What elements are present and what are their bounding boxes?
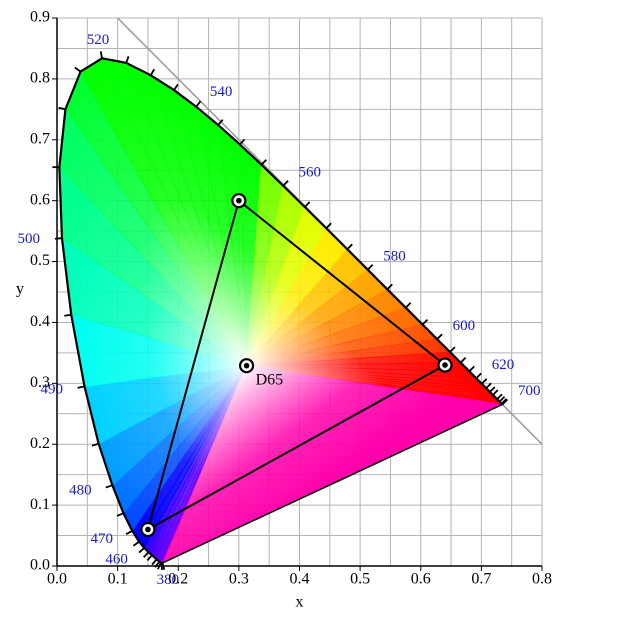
locus-tick xyxy=(421,318,429,326)
y-tick-label: 0.3 xyxy=(30,374,50,391)
locus-tick xyxy=(146,554,153,562)
locus-tick xyxy=(489,386,496,393)
x-tick-label: 0.4 xyxy=(290,571,310,588)
wavelength-label: 480 xyxy=(69,483,92,499)
wavelength-label: 560 xyxy=(299,164,322,180)
y-tick-label: 0.6 xyxy=(30,191,50,208)
locus-tick xyxy=(91,442,99,447)
locus-tick xyxy=(367,264,374,271)
y-axis-label: y xyxy=(16,281,24,298)
locus-tick xyxy=(386,283,393,290)
x-tick-label: 0.1 xyxy=(108,571,128,588)
locus-tick xyxy=(173,83,179,91)
y-tick-label: 0.0 xyxy=(30,557,50,574)
wavelength-label: 540 xyxy=(210,84,233,100)
locus-tick xyxy=(481,378,488,385)
point-marker xyxy=(238,358,255,374)
locus-tick xyxy=(239,138,246,146)
locus-tick xyxy=(132,540,140,547)
marker-dot xyxy=(145,526,151,533)
locus-tick xyxy=(325,222,332,229)
y-tick-label: 0.5 xyxy=(30,252,50,269)
locus-tick xyxy=(58,106,66,111)
x-tick-label: 0.3 xyxy=(229,571,249,588)
locus-tick xyxy=(143,551,150,558)
x-tick-label: 0.0 xyxy=(47,571,67,588)
marker-dot xyxy=(243,362,250,369)
point-marker xyxy=(437,357,453,373)
locus-tick xyxy=(64,313,72,317)
point-marker xyxy=(140,521,156,538)
x-tick-label: 0.6 xyxy=(411,571,431,588)
locus-tick xyxy=(500,398,508,405)
white-point-label: D65 xyxy=(256,371,284,388)
locus-tick xyxy=(151,558,158,566)
wavelength-label: 470 xyxy=(90,531,113,547)
x-tick-label: 0.2 xyxy=(168,571,188,588)
locus-tick xyxy=(74,66,82,73)
x-axis-label: x xyxy=(296,594,304,611)
locus-tick xyxy=(195,100,202,108)
locus-tick xyxy=(150,68,156,76)
locus-tick xyxy=(282,180,289,187)
wavelength-label: 700 xyxy=(518,383,541,399)
locus-tick xyxy=(449,346,456,353)
wavelength-label: 460 xyxy=(105,551,128,567)
locus-tick xyxy=(436,333,443,340)
locus-tick xyxy=(125,530,133,535)
wavelength-label: 380 xyxy=(157,572,180,588)
locus-tick xyxy=(501,398,509,406)
wavelength-label: 620 xyxy=(492,357,515,373)
purple-line xyxy=(162,403,503,564)
locus-tick xyxy=(125,56,130,64)
locus-tick xyxy=(496,393,503,400)
locus-tick xyxy=(54,237,63,240)
gamut-triangle xyxy=(146,198,447,532)
locus-tick xyxy=(99,51,103,59)
locus-tick xyxy=(460,357,467,364)
locus-tick xyxy=(304,201,311,208)
x-tick-label: 0.7 xyxy=(471,571,491,588)
x-tick-label: 0.8 xyxy=(532,571,552,588)
locus-tick xyxy=(405,302,412,309)
locus-tick xyxy=(485,382,492,389)
y-tick-label: 0.7 xyxy=(30,130,50,147)
locus-tick xyxy=(475,372,482,379)
wavelength-label: 520 xyxy=(87,32,110,48)
locus-tick xyxy=(105,484,113,489)
spectral-locus xyxy=(58,57,504,565)
marker-dot xyxy=(236,197,242,204)
y-tick-label: 0.4 xyxy=(30,313,50,330)
locus-tick xyxy=(77,385,85,389)
locus-tick xyxy=(498,396,506,403)
y-tick-label: 0.1 xyxy=(30,496,50,513)
wavelength-label: 600 xyxy=(453,318,476,334)
locus-tick xyxy=(468,365,475,372)
locus-tick xyxy=(217,119,224,126)
marker-dot xyxy=(442,362,448,368)
locus-tick xyxy=(492,389,499,396)
wavelength-label: 580 xyxy=(383,248,406,264)
locus-tick xyxy=(346,243,353,250)
locus-tick xyxy=(116,512,124,517)
y-tick-label: 0.9 xyxy=(30,9,50,26)
y-tick-label: 0.2 xyxy=(30,435,50,452)
locus-tick xyxy=(260,159,267,166)
wavelength-label: 500 xyxy=(18,231,41,247)
locus-tick xyxy=(138,547,145,554)
point-marker xyxy=(231,193,247,209)
y-tick-label: 0.8 xyxy=(30,70,50,87)
x-tick-label: 0.5 xyxy=(350,571,370,588)
